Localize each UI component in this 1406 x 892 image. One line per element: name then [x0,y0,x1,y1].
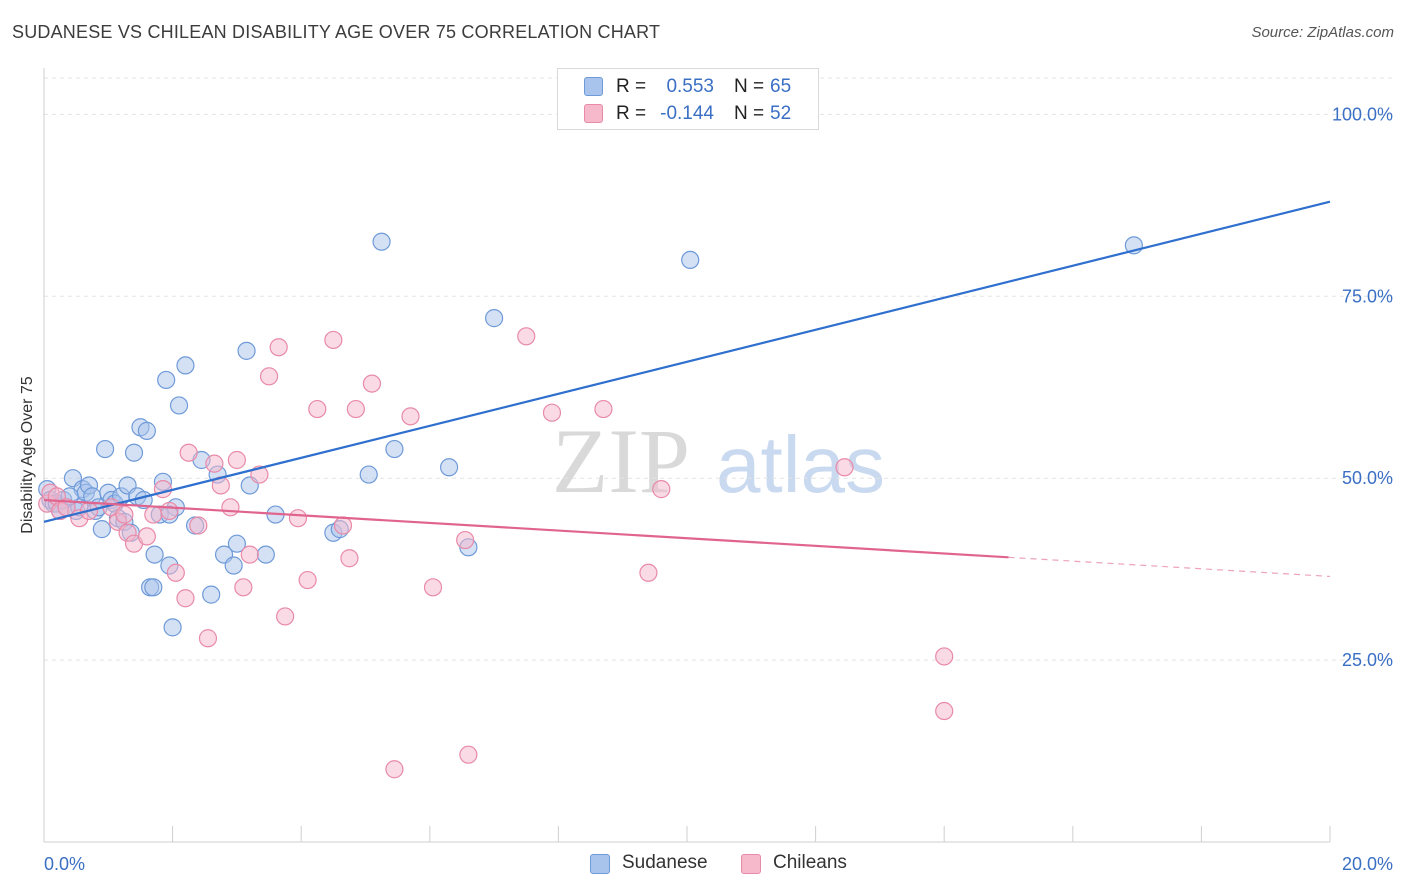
chileans-trend-extension [1008,556,1331,578]
watermark: ZIP atlas [552,410,885,512]
r-label: R = [616,103,647,124]
chileans-point [198,629,218,648]
gridlines [44,77,1392,661]
x-tick-label: 20.0% [1342,854,1393,874]
chileans-point [639,563,658,582]
chileans-point [227,450,246,470]
sudanese-swatch [590,854,610,874]
chileans-point [144,505,163,524]
source-label: Source: ZipAtlas.com [1251,24,1394,41]
chileans-point [362,374,382,393]
sudanese-point [485,309,504,328]
n-value: 65 [770,76,792,97]
chileans-point [346,399,365,419]
chileans-point [594,399,613,419]
chileans-point [221,498,240,517]
n-label: N = [734,76,765,97]
trend-lines [43,200,1331,578]
chileans-trend-line [43,498,1009,559]
chileans-swatch [741,854,761,874]
sudanese-point [385,439,404,459]
chileans-point [423,578,443,597]
r-value: -0.144 [660,103,714,124]
chileans-point [652,480,671,499]
y-tick-label: 50.0% [1342,468,1393,488]
chileans-point [935,647,954,666]
chileans-point [160,501,179,521]
chileans-point [205,454,224,473]
sudanese-point [157,370,176,390]
y-axis-label: Disability Age Over 75 [19,376,36,534]
sudanese-point [169,396,189,415]
chileans-point [333,516,353,535]
chileans-point [153,480,173,499]
chileans-point [401,407,420,426]
watermark-zip: ZIP [552,410,690,512]
chileans-swatch [584,104,603,123]
chileans-point [385,760,404,779]
chileans-point [298,570,317,590]
chileans-point [459,745,478,764]
legend-label: Sudanese [622,852,708,873]
sudanese-point [227,534,246,553]
chileans-point [137,527,156,546]
stats-row-sudanese: R = 0.553 N = 65 [558,74,818,100]
chileans-point [276,607,295,626]
x-tick-label: 0.0% [44,854,85,874]
watermark-atlas: atlas [716,420,885,509]
sudanese-point [202,585,221,604]
chileans-point [189,516,208,535]
chileans-point [308,399,327,419]
chileans-point [259,367,279,386]
tick-labels: 25.0% 50.0% 75.0% 100.0% 0.0% 20.0% [44,104,1393,874]
chileans-point [288,509,308,528]
chileans-point [179,443,198,462]
chileans-point [115,505,134,524]
sudanese-swatch [584,77,603,96]
stats-row-chileans: R = -0.144 N = 52 [558,101,818,127]
r-value: 0.553 [666,76,714,97]
chileans-point [517,327,536,346]
y-tick-label: 25.0% [1342,650,1393,670]
chileans-point [176,589,195,608]
axes [43,68,1331,843]
sudanese-point [176,356,195,375]
sudanese-point [256,545,275,564]
r-label: R = [616,76,647,97]
sudanese-trend-line [43,200,1331,523]
chileans-point [240,545,259,564]
n-value: 52 [770,103,792,124]
chart-title: SUDANESE VS CHILEAN DISABILITY AGE OVER … [12,22,661,42]
legend-label: Chileans [773,852,847,873]
sudanese-point [124,443,144,462]
sudanese-point [163,618,182,637]
legend: Sudanese Chileans [0,851,1406,877]
sudanese-point [372,232,391,251]
sudanese-point [359,465,378,484]
chileans-point [456,530,475,550]
sudanese-point [439,458,459,477]
correlation-stats-box: R = 0.553 N = 65 R = -0.144 N = 52 [557,68,819,130]
sudanese-point [92,520,111,539]
sudanese-point [137,421,156,440]
y-tick-label: 75.0% [1342,286,1393,306]
sudanese-point [681,250,700,270]
sudanese-point [95,439,115,459]
sudanese-point [145,545,164,564]
chileans-point [340,549,359,568]
sudanese-point [237,341,256,360]
chileans-point [269,338,288,357]
n-label: N = [734,103,765,124]
chileans-point [324,330,343,350]
chileans-point [542,403,562,422]
sudanese-point [224,556,243,575]
chileans-point [935,701,954,721]
chileans-point [234,578,253,597]
sudanese-point [144,578,163,597]
data-points [38,232,1143,779]
y-tick-label: 100.0% [1332,104,1393,124]
chileans-point [166,563,185,582]
chileans-point [835,458,854,477]
